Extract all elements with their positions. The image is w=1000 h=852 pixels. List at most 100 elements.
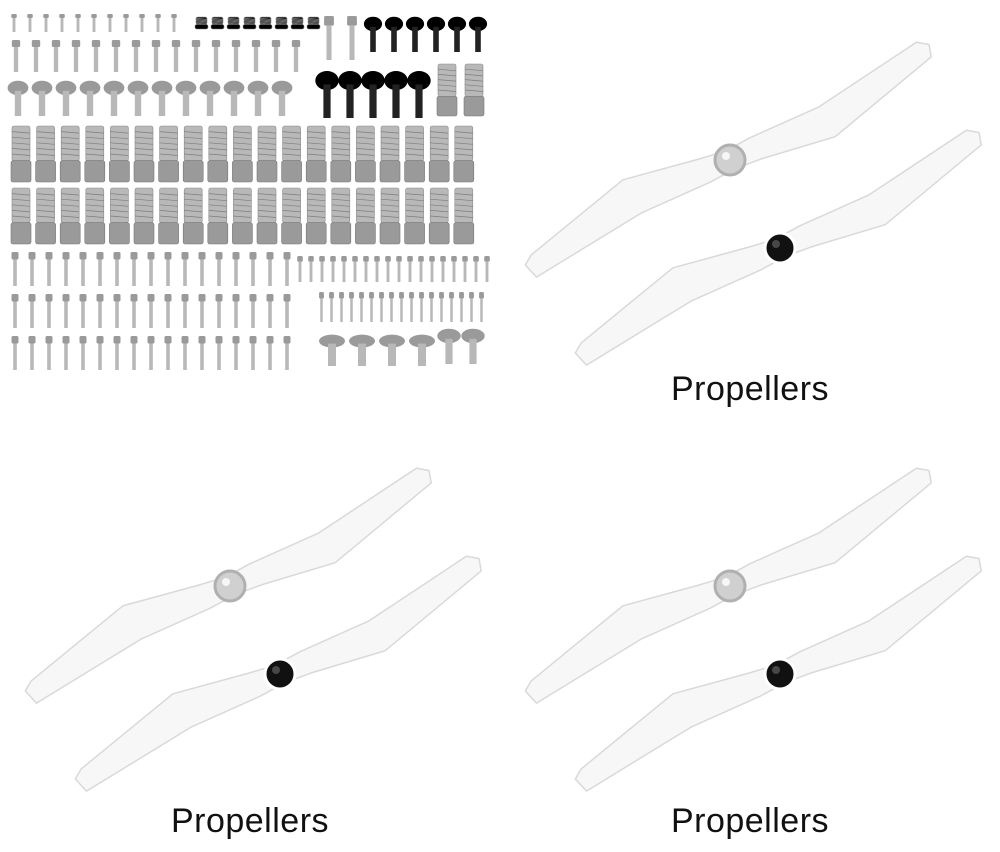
hub-highlight — [722, 152, 730, 160]
screw — [155, 14, 161, 32]
screw — [363, 256, 369, 282]
screw — [198, 336, 206, 370]
screw — [79, 294, 87, 328]
screw — [232, 187, 253, 245]
propellers-caption: Propellers — [170, 802, 330, 840]
propeller-hub — [263, 657, 297, 691]
screw — [211, 40, 221, 72]
screw — [251, 40, 261, 72]
screw — [407, 256, 413, 282]
screw — [352, 256, 358, 282]
screw — [256, 125, 278, 183]
screw — [223, 80, 245, 116]
screw — [305, 187, 327, 245]
screw — [10, 187, 32, 245]
screw — [451, 256, 457, 282]
screw — [329, 292, 334, 322]
screw — [96, 294, 104, 328]
screw — [79, 336, 87, 370]
screw — [407, 70, 431, 118]
screw — [91, 40, 101, 72]
screw — [130, 252, 138, 286]
screw — [463, 63, 485, 117]
screw — [31, 80, 53, 116]
screw — [127, 80, 149, 116]
screw — [305, 125, 327, 183]
screw — [182, 187, 204, 245]
screw — [281, 187, 302, 245]
screw — [384, 16, 404, 52]
screw — [319, 334, 345, 366]
screw — [396, 256, 402, 282]
screw — [182, 125, 204, 183]
propeller — [574, 555, 982, 792]
screw — [281, 125, 302, 183]
screw — [428, 125, 450, 183]
screw — [249, 336, 257, 370]
screw — [330, 256, 336, 282]
screw — [171, 40, 181, 72]
screw — [35, 187, 56, 245]
screw — [151, 80, 173, 116]
screw — [308, 256, 314, 282]
screw — [147, 252, 155, 286]
screw — [315, 70, 339, 118]
propellers-photo-bottom-left: Propellers — [0, 426, 500, 852]
screw — [232, 294, 240, 328]
screw — [428, 187, 450, 245]
hub-highlight — [222, 578, 230, 586]
screw — [249, 294, 257, 328]
screw — [147, 336, 155, 370]
screw — [43, 14, 49, 32]
screw — [62, 252, 70, 286]
screw — [231, 40, 241, 72]
screw — [439, 292, 444, 322]
propeller-pair-graphic — [24, 467, 482, 792]
screw — [96, 252, 104, 286]
screw — [109, 187, 130, 245]
hub-highlight — [272, 666, 280, 674]
screw — [79, 80, 101, 116]
screw — [207, 125, 229, 183]
propeller-hub — [713, 569, 747, 603]
screw — [349, 292, 354, 322]
screw — [283, 336, 291, 370]
screw — [123, 14, 129, 32]
screw — [384, 70, 408, 118]
screw — [10, 125, 32, 183]
screw — [484, 256, 490, 282]
screw — [341, 256, 347, 282]
screw — [133, 187, 155, 245]
screw — [330, 187, 352, 245]
screw — [290, 16, 305, 30]
screw — [418, 256, 424, 282]
screw — [133, 125, 155, 183]
screw — [171, 14, 177, 32]
propeller — [24, 467, 432, 704]
screw — [191, 40, 201, 72]
propeller-hub — [713, 143, 747, 177]
screw-assortment-photo — [0, 0, 500, 426]
screw — [158, 187, 179, 245]
screw — [130, 294, 138, 328]
screw — [359, 292, 364, 322]
propeller-hub — [763, 231, 797, 265]
screw — [11, 252, 19, 286]
screw — [84, 125, 106, 183]
propeller-pair-graphic — [524, 41, 982, 366]
screw — [113, 252, 121, 286]
screw — [379, 334, 405, 366]
screw — [27, 14, 33, 32]
propeller-hub — [213, 569, 247, 603]
screw — [28, 252, 36, 286]
screw — [369, 292, 374, 322]
hub-highlight — [772, 666, 780, 674]
screw — [324, 16, 334, 60]
screw — [113, 294, 121, 328]
screw — [109, 125, 130, 183]
screw — [283, 252, 291, 286]
screw — [461, 328, 485, 364]
screw — [291, 40, 301, 72]
screw — [151, 40, 161, 72]
screw — [283, 294, 291, 328]
